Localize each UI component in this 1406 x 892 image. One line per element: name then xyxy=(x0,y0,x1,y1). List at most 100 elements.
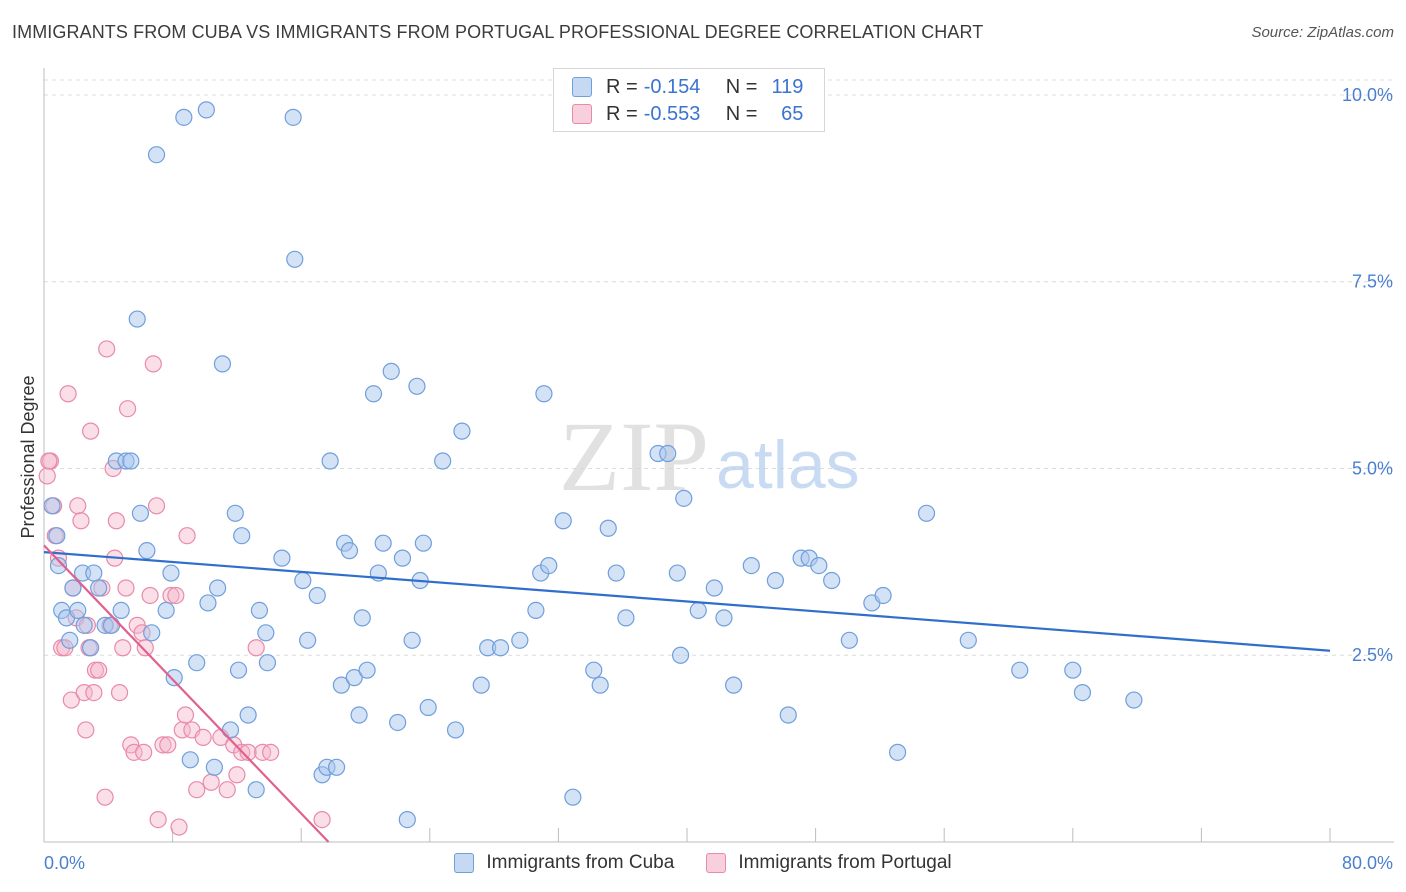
portugal-point xyxy=(144,355,162,373)
legend-label-portugal: Immigrants from Portugal xyxy=(738,852,952,873)
cuba-point xyxy=(659,444,677,463)
portugal-point xyxy=(159,736,177,754)
cuba-point xyxy=(188,654,206,672)
cuba-point xyxy=(233,527,251,545)
cuba-point xyxy=(229,661,248,679)
y-tick-label: 2.5% xyxy=(1352,645,1393,665)
cuba-trend-line xyxy=(43,551,1331,652)
portugal-point xyxy=(262,743,280,761)
cuba-point xyxy=(112,601,130,620)
legend-n-label: N = xyxy=(725,102,758,125)
portugal-point xyxy=(98,340,116,358)
cuba-point xyxy=(382,362,400,380)
cuba-point xyxy=(90,579,108,597)
cuba-point xyxy=(389,713,407,732)
cuba-point xyxy=(205,758,223,776)
y-tick-label: 7.5% xyxy=(1352,272,1393,292)
portugal-point xyxy=(147,497,166,515)
cuba-point xyxy=(143,624,161,642)
cuba-point xyxy=(199,594,217,612)
portugal-point xyxy=(178,527,196,545)
cuba-point xyxy=(226,504,244,522)
portugal-point xyxy=(313,810,331,829)
cuba-point xyxy=(675,489,693,507)
chart-title: IMMIGRANTS FROM CUBA VS IMMIGRANTS FROM … xyxy=(12,22,984,42)
portugal-point xyxy=(110,683,129,702)
portugal-swatch xyxy=(572,104,592,124)
x-tick-label: 0.0% xyxy=(44,853,85,873)
cuba-point xyxy=(779,706,797,724)
legend-r-value: -0.154 xyxy=(643,75,701,98)
portugal-point xyxy=(90,661,108,679)
portugal-point xyxy=(228,766,246,784)
cuba-point xyxy=(49,556,68,575)
cuba-points xyxy=(43,101,1143,829)
cuba-point xyxy=(414,534,432,552)
cuba-point xyxy=(321,452,339,470)
portugal-swatch xyxy=(706,853,727,873)
cuba-point xyxy=(250,601,269,620)
portugal-point xyxy=(149,810,167,829)
cuba-point xyxy=(138,542,156,560)
portugal-point xyxy=(239,743,257,761)
watermark-atlas: atlas xyxy=(716,427,860,503)
cuba-point xyxy=(209,579,227,597)
cuba-point xyxy=(165,669,183,687)
trend-lines xyxy=(43,544,1331,843)
cuba-point xyxy=(1011,661,1029,679)
portugal-point xyxy=(72,512,90,530)
cuba-point xyxy=(1064,661,1082,679)
cuba-point xyxy=(75,616,93,634)
cuba-swatch xyxy=(454,853,475,873)
cuba-point xyxy=(48,527,66,545)
portugal-point xyxy=(107,512,125,530)
portugal-point xyxy=(141,586,159,605)
cuba-point xyxy=(491,639,510,657)
portugal-point xyxy=(247,639,265,657)
portugal-point xyxy=(167,586,185,605)
cuba-point xyxy=(147,146,166,164)
cuba-point xyxy=(874,586,892,605)
cuba-point xyxy=(181,751,199,769)
cuba-point xyxy=(535,385,553,403)
cuba-point xyxy=(327,758,346,776)
cuba-point xyxy=(725,676,743,694)
portugal-point xyxy=(118,400,137,418)
legend-row-cuba: R = -0.154 N = 119 xyxy=(572,74,803,100)
legend-r-label: R = xyxy=(606,75,638,98)
cuba-point xyxy=(284,108,302,126)
portugal-point xyxy=(135,743,153,761)
cuba-point xyxy=(705,579,723,597)
cuba-point xyxy=(554,512,572,530)
portugal-point xyxy=(136,639,154,657)
portugal-point xyxy=(62,691,80,709)
cuba-point xyxy=(345,669,363,687)
cuba-point xyxy=(617,609,635,627)
portugal-point xyxy=(170,818,188,836)
cuba-point xyxy=(308,586,326,605)
cuba-point xyxy=(332,676,350,694)
cuba-point xyxy=(374,534,392,552)
portugal-point xyxy=(77,721,95,739)
legend-n-value: 119 xyxy=(771,75,804,98)
cuba-point xyxy=(353,609,371,627)
legend-label-cuba: Immigrants from Cuba xyxy=(486,852,675,873)
cuba-point xyxy=(131,504,150,522)
cuba-point xyxy=(102,616,121,634)
cuba-point xyxy=(689,601,707,620)
cuba-point xyxy=(247,781,265,799)
cuba-point xyxy=(64,579,82,597)
cuba-point xyxy=(1125,691,1143,709)
cuba-point xyxy=(257,624,275,642)
cuba-point xyxy=(273,549,291,567)
legend-item-portugal[interactable]: Immigrants from Portugal xyxy=(706,852,952,874)
cuba-point xyxy=(564,788,582,806)
cuba-point xyxy=(511,631,529,649)
portugal-point xyxy=(38,467,56,485)
cuba-point xyxy=(398,810,416,829)
cuba-point xyxy=(175,108,193,126)
cuba-point xyxy=(239,706,257,724)
tick-labels: 2.5% 5.0% 7.5% 10.0% 0.0% 80.0% xyxy=(44,85,1393,873)
legend-item-cuba[interactable]: Immigrants from Cuba xyxy=(454,852,674,874)
cuba-point xyxy=(350,706,368,724)
